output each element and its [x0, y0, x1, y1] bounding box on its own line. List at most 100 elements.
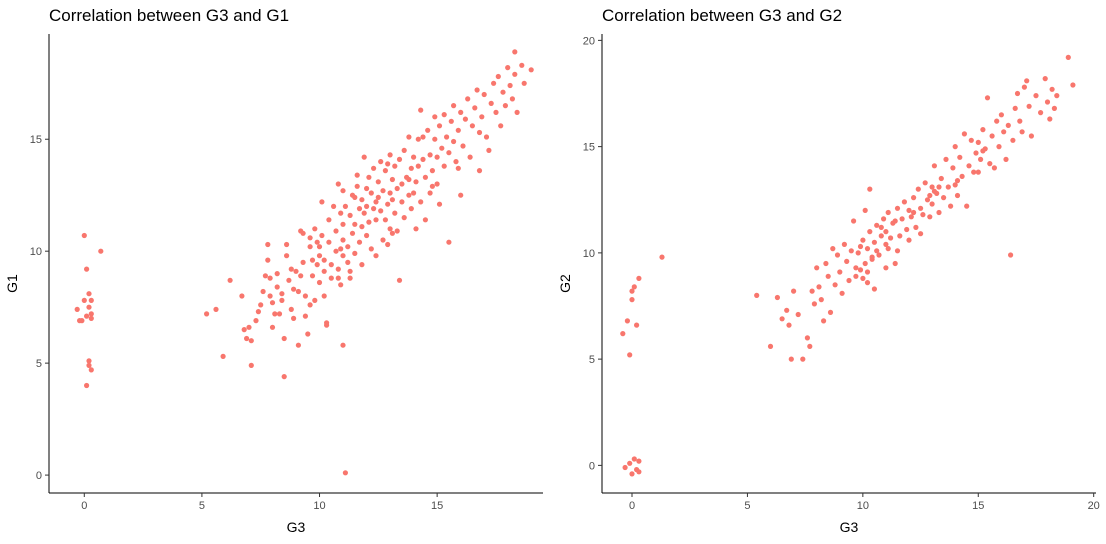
- data-point: [373, 253, 379, 259]
- data-point: [989, 133, 995, 139]
- data-point: [291, 286, 297, 292]
- data-point: [366, 174, 372, 180]
- data-point: [453, 159, 459, 165]
- data-point: [636, 275, 642, 281]
- data-point: [354, 183, 360, 189]
- data-point: [422, 217, 428, 223]
- data-point: [1051, 105, 1057, 111]
- data-point: [636, 469, 642, 475]
- data-point: [908, 214, 914, 220]
- data-point: [380, 237, 386, 243]
- data-point: [636, 458, 642, 464]
- data-point: [509, 96, 515, 102]
- data-point: [467, 154, 473, 160]
- data-point: [316, 279, 323, 286]
- y-tick-label: 5: [589, 354, 595, 366]
- data-point: [333, 248, 339, 254]
- data-point: [253, 318, 259, 324]
- data-point: [274, 284, 280, 290]
- data-point: [436, 123, 443, 129]
- data-point: [767, 343, 774, 349]
- data-point: [267, 275, 273, 281]
- data-point: [368, 246, 374, 252]
- data-point: [415, 163, 421, 169]
- data-point: [392, 210, 398, 216]
- data-point: [295, 288, 301, 295]
- data-point: [853, 265, 859, 271]
- data-point: [260, 288, 266, 295]
- data-point: [387, 190, 393, 196]
- data-point: [448, 118, 454, 124]
- data-point: [885, 209, 891, 216]
- data-point: [832, 282, 838, 288]
- data-point: [841, 241, 847, 247]
- x-tick-label: 10: [313, 500, 325, 512]
- data-point: [883, 265, 889, 271]
- data-point: [848, 248, 854, 254]
- data-point: [512, 49, 518, 55]
- data-point: [81, 297, 87, 303]
- data-point: [959, 173, 965, 179]
- data-point: [359, 224, 365, 230]
- data-point: [422, 174, 428, 180]
- data-point: [991, 165, 997, 171]
- data-point: [335, 181, 341, 187]
- data-point: [84, 382, 90, 389]
- data-point: [507, 82, 513, 89]
- data-point: [954, 192, 961, 199]
- data-point: [227, 277, 233, 283]
- data-point: [821, 318, 827, 324]
- data-point: [375, 179, 381, 185]
- data-point: [1028, 133, 1034, 139]
- data-point: [629, 297, 635, 303]
- data-point: [964, 203, 970, 209]
- data-point: [1014, 90, 1021, 97]
- data-point: [514, 109, 520, 115]
- data-point: [816, 284, 822, 290]
- data-point: [968, 137, 974, 143]
- data-point: [340, 253, 346, 259]
- data-point: [1019, 129, 1025, 135]
- y-tick-label: 15: [583, 142, 595, 154]
- data-point: [469, 123, 475, 129]
- data-point: [857, 267, 864, 273]
- data-point: [954, 178, 961, 184]
- data-point: [659, 254, 665, 260]
- data-point: [788, 356, 794, 362]
- data-point: [375, 194, 381, 200]
- data-point: [1024, 78, 1030, 84]
- data-point: [248, 338, 254, 344]
- data-point: [929, 184, 935, 190]
- data-point: [1008, 252, 1014, 258]
- data-point: [823, 260, 829, 267]
- data-point: [441, 112, 447, 118]
- data-point: [786, 322, 792, 328]
- data-point: [486, 147, 492, 153]
- y-tick-label: 20: [583, 35, 595, 47]
- x-axis-title: G3: [840, 519, 859, 535]
- data-point: [491, 80, 497, 86]
- data-point: [1021, 84, 1027, 90]
- data-point: [373, 217, 379, 223]
- data-point: [378, 208, 384, 214]
- data-point: [276, 311, 283, 317]
- data-point: [269, 324, 276, 330]
- data-point: [88, 367, 94, 373]
- data-point: [455, 165, 461, 171]
- data-point: [394, 185, 400, 192]
- data-point: [892, 218, 898, 224]
- chart-title: Correlation between G3 and G1: [49, 6, 290, 25]
- data-point: [352, 221, 358, 227]
- data-point: [936, 184, 942, 190]
- y-tick-label: 0: [589, 460, 595, 472]
- data-point: [451, 138, 457, 145]
- data-point: [307, 244, 313, 250]
- data-point: [248, 362, 254, 368]
- data-point: [627, 352, 633, 358]
- data-point: [241, 327, 247, 333]
- data-point: [867, 186, 873, 192]
- data-point: [860, 237, 866, 243]
- data-point: [950, 165, 956, 171]
- data-point: [631, 456, 637, 462]
- data-point: [936, 209, 942, 216]
